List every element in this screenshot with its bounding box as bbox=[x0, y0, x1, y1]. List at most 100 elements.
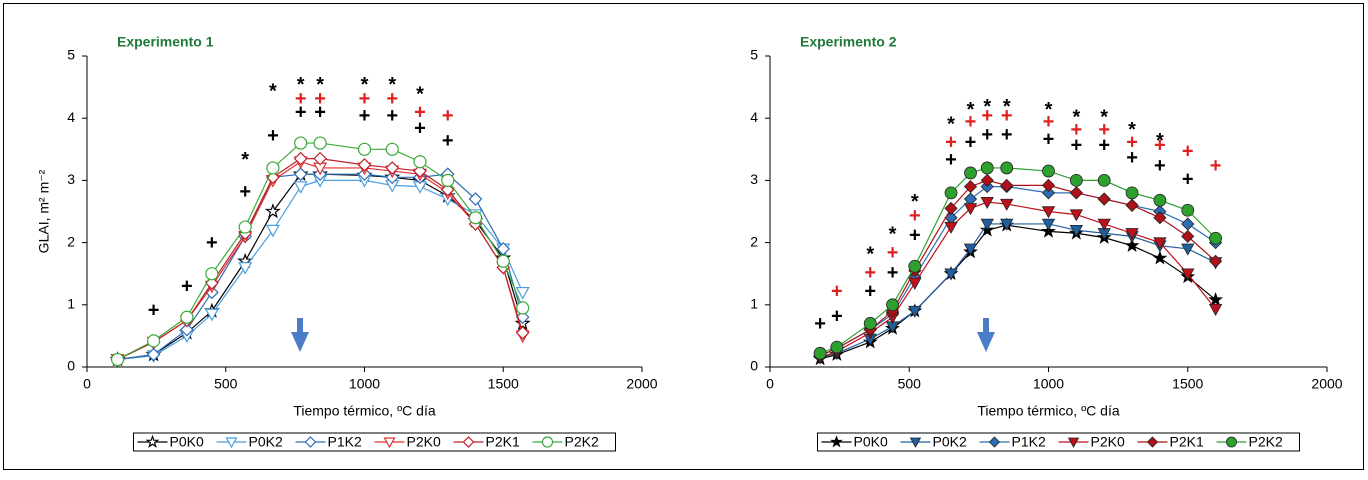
y-tick-label: 3 bbox=[67, 171, 75, 187]
data-point bbox=[1153, 237, 1167, 250]
annotation: + bbox=[945, 131, 957, 153]
annotation: * bbox=[316, 74, 324, 96]
legend-label: P0K0 bbox=[170, 434, 204, 450]
annotation: + bbox=[1098, 119, 1110, 141]
data-point bbox=[980, 218, 994, 231]
x-tick-label: 1500 bbox=[1172, 376, 1203, 392]
chart-title: Experimento 2 bbox=[800, 34, 897, 50]
data-point bbox=[110, 352, 125, 367]
data-point bbox=[147, 334, 161, 348]
annotation: + bbox=[965, 111, 977, 133]
data-point bbox=[205, 267, 219, 281]
data-point bbox=[293, 151, 308, 166]
data-point bbox=[1181, 243, 1195, 256]
data-point bbox=[496, 254, 510, 268]
annotation: + bbox=[814, 313, 826, 335]
data-point bbox=[964, 166, 977, 180]
data-point bbox=[886, 298, 899, 312]
data-point bbox=[963, 203, 978, 216]
annotation: * bbox=[911, 191, 919, 213]
annotation: + bbox=[1126, 131, 1138, 153]
legend-label: P2K1 bbox=[1170, 434, 1204, 450]
annotation: * bbox=[1128, 119, 1136, 141]
series-line bbox=[819, 186, 1216, 357]
data-point bbox=[1000, 218, 1014, 231]
x-tick-label: 500 bbox=[898, 376, 922, 392]
annotation: + bbox=[267, 125, 279, 147]
data-point bbox=[1125, 228, 1139, 241]
y-tick-label: 5 bbox=[750, 47, 758, 63]
annotation: + bbox=[1126, 147, 1138, 169]
annotation: + bbox=[887, 262, 899, 284]
x-tick-label: 2000 bbox=[626, 376, 657, 392]
data-point bbox=[180, 310, 194, 324]
annotation: + bbox=[181, 276, 193, 298]
data-point bbox=[830, 340, 844, 354]
y-tick-label: 5 bbox=[67, 47, 75, 63]
data-point bbox=[265, 224, 280, 238]
data-point bbox=[813, 346, 827, 360]
series-line bbox=[819, 201, 1217, 359]
data-point bbox=[1125, 198, 1139, 212]
data-point bbox=[1181, 217, 1195, 231]
annotation: + bbox=[314, 88, 326, 110]
legend-label: P2K2 bbox=[565, 434, 599, 450]
annotation: + bbox=[206, 232, 218, 254]
legend-marker bbox=[383, 437, 396, 449]
data-point bbox=[204, 308, 219, 322]
annotation: + bbox=[359, 88, 371, 110]
series-line bbox=[117, 173, 524, 361]
data-point bbox=[1041, 206, 1056, 219]
x-tick-label: 2000 bbox=[1311, 376, 1342, 392]
annotation: + bbox=[864, 262, 876, 284]
data-point bbox=[944, 221, 958, 234]
data-point bbox=[468, 211, 483, 225]
annotation: + bbox=[1043, 128, 1055, 150]
legend-label: P0K2 bbox=[249, 434, 283, 450]
x-axis-label: Tiempo térmico, ºC día bbox=[293, 403, 436, 419]
series-line bbox=[819, 223, 1216, 359]
legend-label: P2K2 bbox=[1249, 434, 1283, 450]
annotation: + bbox=[887, 242, 899, 264]
legend-label: P0K2 bbox=[933, 434, 967, 450]
data-point bbox=[1097, 173, 1111, 187]
data-point bbox=[1000, 198, 1014, 211]
data-point bbox=[357, 158, 372, 172]
legend-label: P1K2 bbox=[328, 434, 362, 450]
annotation: * bbox=[269, 80, 277, 102]
data-point bbox=[357, 142, 372, 156]
x-tick-label: 1000 bbox=[1033, 376, 1064, 392]
data-point bbox=[293, 181, 308, 194]
annotation: * bbox=[947, 113, 955, 135]
legend-marker bbox=[225, 437, 238, 449]
legend-marker bbox=[462, 436, 475, 448]
data-point bbox=[1124, 237, 1140, 253]
annotation: + bbox=[965, 131, 977, 153]
data-point bbox=[1209, 254, 1223, 268]
data-point bbox=[963, 243, 978, 256]
data-point bbox=[1000, 161, 1014, 175]
data-point bbox=[1042, 164, 1055, 178]
annotation: * bbox=[1045, 99, 1053, 121]
data-point bbox=[1208, 303, 1223, 316]
data-point bbox=[1041, 223, 1056, 238]
annotation: * bbox=[361, 74, 369, 96]
annotation: + bbox=[909, 205, 921, 227]
data-point bbox=[1041, 178, 1056, 192]
annotation: * bbox=[416, 83, 424, 105]
annotation: * bbox=[889, 223, 897, 245]
x-tick-label: 0 bbox=[83, 376, 91, 392]
annotation: + bbox=[442, 105, 454, 127]
annotation: * bbox=[1100, 107, 1108, 129]
data-point bbox=[313, 136, 327, 150]
annotation: + bbox=[386, 88, 398, 110]
annotation: + bbox=[414, 118, 426, 140]
y-tick-label: 4 bbox=[750, 109, 758, 125]
arrow bbox=[977, 318, 995, 352]
y-tick-label: 2 bbox=[67, 233, 75, 249]
annotation: + bbox=[981, 124, 993, 146]
legend-marker bbox=[145, 434, 160, 448]
data-point bbox=[1069, 186, 1083, 200]
data-point bbox=[1097, 218, 1111, 231]
annotation: + bbox=[314, 102, 326, 124]
